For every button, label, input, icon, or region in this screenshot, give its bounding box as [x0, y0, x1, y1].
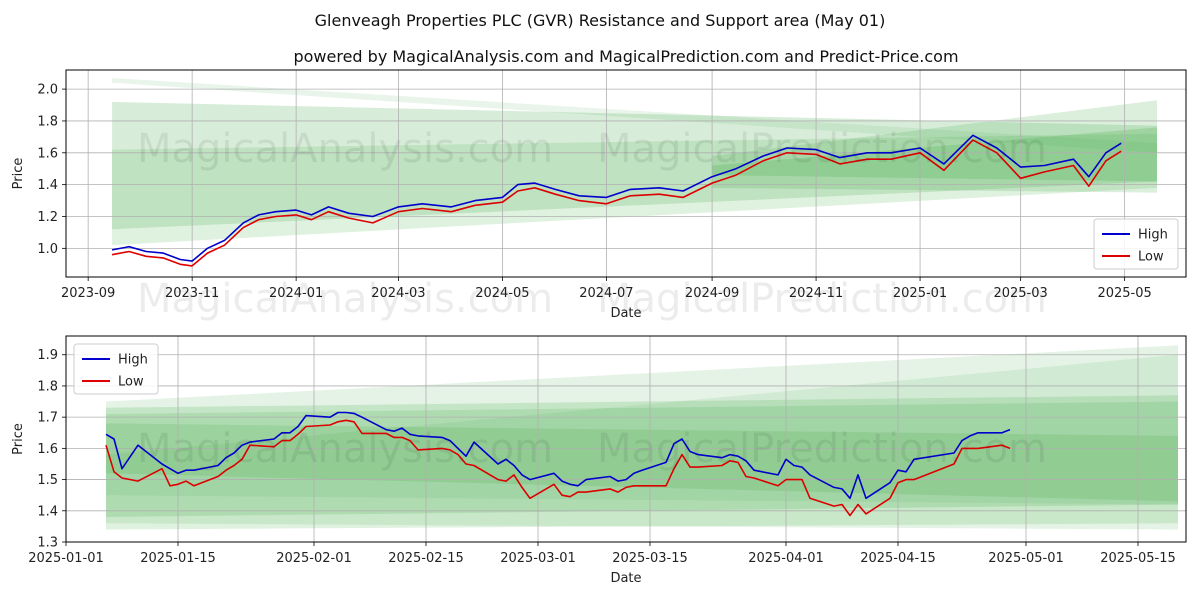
x-tick-label: 2024-11 [789, 286, 843, 301]
y-tick-label: 1.8 [37, 114, 58, 129]
x-tick-label: 2025-03 [993, 286, 1047, 301]
support-resistance-band-4 [106, 354, 1178, 505]
x-tick-label: 2024-03 [371, 286, 425, 301]
x-tick-label: 2025-05-15 [1100, 551, 1176, 566]
x-tick-label: 2025-01 [893, 286, 947, 301]
legend-box [73, 343, 159, 395]
watermark-left-top: MagicalAnalysis.com [137, 126, 553, 172]
y-tick-label: 1.4 [37, 178, 58, 193]
watermark-left-middle: MagicalAnalysis.com [137, 276, 553, 322]
bottom-chart: 2025-01-01 2025-01-15 2025-02-01 2025-02-15… [11, 335, 1187, 586]
x-tick-label: 2025-03-15 [612, 551, 688, 566]
legend-label-low: Low [118, 375, 144, 390]
watermark-left-bottom: MagicalAnalysis.com [137, 426, 553, 472]
chart-subtitle: powered by MagicalAnalysis.com and Magic… [293, 47, 958, 66]
y-tick-label: 1.4 [37, 504, 58, 519]
legend: High Low [73, 343, 159, 395]
x-tick-label: 2025-02-15 [388, 551, 464, 566]
top-chart: 2023-09 2023-11 2024-01 2024-03 2024-05 2024-… [11, 69, 1187, 321]
x-tick-label: 2025-01-01 [28, 551, 104, 566]
watermark-right-middle: MagicalPrediction.com [597, 276, 1047, 322]
legend-box [1093, 218, 1179, 270]
plot-frame [65, 69, 1187, 278]
x-axis-label: Date [610, 306, 641, 321]
x-tick-label: 2025-05-01 [988, 551, 1064, 566]
y-tick-label: 1.6 [37, 146, 58, 161]
y-tick-label: 1.6 [37, 442, 58, 457]
y-tick-label: 1.9 [37, 348, 58, 363]
y-tick-label: 1.3 [37, 536, 58, 551]
series-line-low [111, 139, 1122, 267]
y-axis-label: Price [11, 423, 26, 455]
support-resistance-band-1 [106, 395, 1178, 518]
series-line-high [105, 411, 1011, 500]
x-tick-label: 2025-03-01 [500, 551, 576, 566]
x-tick-label: 2025-05 [1097, 286, 1151, 301]
support-resistance-band-3 [106, 423, 1178, 502]
x-tick-label: 2025-02-01 [276, 551, 352, 566]
legend-label-high: High [1138, 228, 1168, 243]
y-tick-label: 1.5 [37, 473, 58, 488]
support-resistance-band-4 [112, 77, 1158, 153]
x-tick-label: 2024-05 [475, 286, 529, 301]
plot-frame [65, 335, 1187, 543]
y-tick-label: 1.7 [37, 411, 58, 426]
y-tick-label: 1.0 [37, 242, 58, 257]
legend: High Low [1093, 218, 1179, 270]
series-line-low [105, 419, 1011, 517]
y-tick-label: 2.0 [37, 83, 58, 98]
x-axis-label: Date [610, 571, 641, 586]
y-tick-label: 1.2 [37, 210, 58, 225]
x-tick-label: 2025-04-15 [860, 551, 936, 566]
x-tick-label: 2023-11 [165, 286, 219, 301]
support-resistance-band-2 [712, 100, 1158, 193]
x-tick-label: 2024-01 [269, 286, 323, 301]
x-tick-label: 2024-07 [579, 286, 633, 301]
legend-label-low: Low [1138, 250, 1164, 265]
chart-title: Glenveagh Properties PLC (GVR) Resistanc… [315, 11, 886, 30]
support-resistance-band-0 [106, 345, 1178, 530]
plot-area [66, 70, 1186, 277]
y-axis-label: Price [11, 158, 26, 190]
legend-label-high: High [118, 353, 148, 368]
support-resistance-band-0 [112, 101, 1158, 230]
support-resistance-band-3 [712, 127, 1158, 182]
series-line-high [111, 134, 1122, 262]
x-tick-label: 2024-09 [685, 286, 739, 301]
x-tick-label: 2023-09 [61, 286, 115, 301]
watermark-right-bottom: MagicalPrediction.com [597, 426, 1047, 472]
y-tick-label: 1.8 [37, 379, 58, 394]
x-tick-label: 2025-01-15 [140, 551, 216, 566]
plot-area [66, 336, 1186, 542]
watermark-right-top: MagicalPrediction.com [597, 126, 1047, 172]
x-tick-label: 2025-04-01 [748, 551, 824, 566]
